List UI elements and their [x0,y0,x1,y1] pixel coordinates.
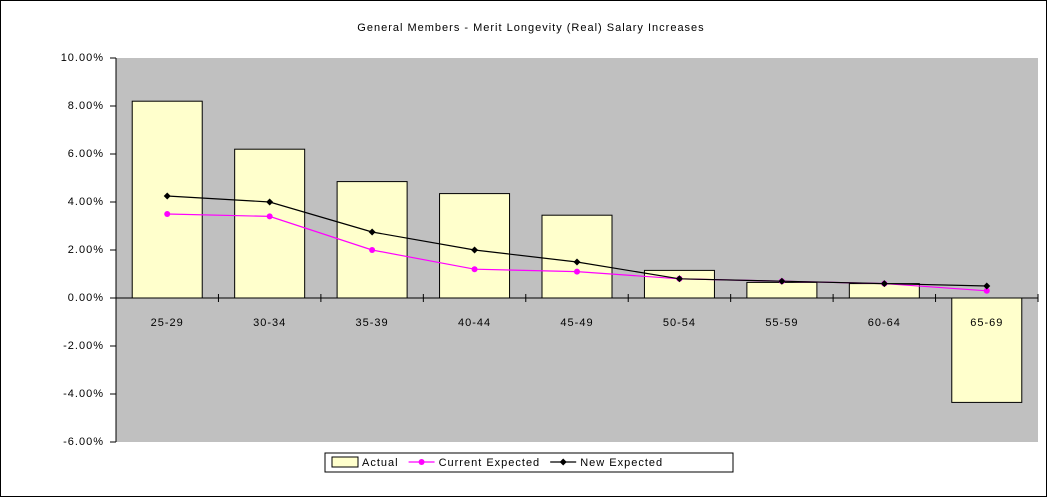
line-marker [266,213,273,220]
line-marker [369,247,376,253]
y-tick-label: 10.00% [61,52,104,64]
line-marker [574,268,580,275]
x-tick-label: 60-64 [868,317,901,329]
y-tick-label: -6.00% [63,436,104,448]
bar [234,148,306,299]
line-marker [471,246,479,254]
bar [951,297,1023,403]
x-tick-label: 50-54 [663,317,696,329]
y-tick-label: 8.00% [68,100,104,112]
legend-label: Current Expected [439,457,541,469]
y-tick-label: 4.00% [68,196,104,208]
line-marker [983,287,990,294]
y-tick-label: 6.00% [68,148,104,160]
legend-label: New Expected [580,457,663,469]
line-marker [163,192,171,200]
bar [746,281,818,299]
y-tick-label: -4.00% [63,388,104,400]
y-tick-label: 2.00% [68,244,104,256]
line-marker [368,228,376,236]
bar [336,181,408,299]
line-marker [418,459,425,465]
y-tick-label: -2.00% [63,340,104,352]
x-tick-label: 40-44 [458,317,491,329]
legend-swatch [331,456,359,468]
x-tick-label: 55-59 [765,317,798,329]
x-tick-label: 45-49 [560,317,593,329]
x-tick-label: 25-29 [151,317,184,329]
line-marker [675,275,683,283]
line-marker [164,211,171,217]
line-marker [471,266,478,273]
line-marker [778,277,786,285]
x-tick-label: 65-69 [970,317,1003,329]
bar [541,214,613,299]
line-marker [983,282,991,290]
bar [131,100,203,299]
line-marker [880,280,888,288]
legend [324,452,734,473]
x-tick-label: 30-34 [253,317,286,329]
y-tick-label: 0.00% [68,292,104,304]
x-tick-label: 35-39 [356,317,389,329]
line-marker [573,258,581,266]
line-marker [559,458,567,466]
legend-label: Actual [362,457,399,469]
line-marker [266,198,274,206]
chart-title: General Members - Merit Longevity (Real)… [357,22,704,34]
